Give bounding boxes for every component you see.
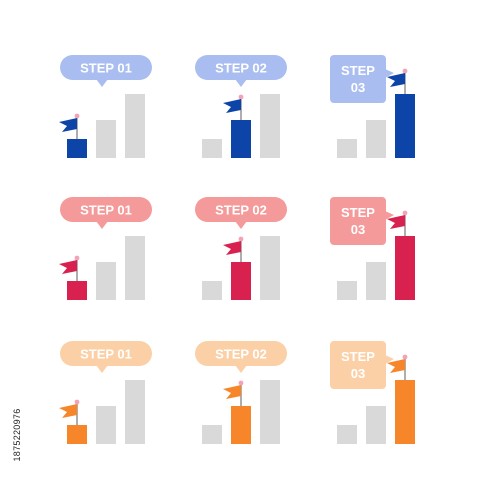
bar (202, 281, 222, 300)
step-label: STEP 01 (80, 347, 132, 362)
active-bar (231, 120, 251, 158)
bar (125, 380, 145, 444)
speech-bubble-tail (385, 69, 394, 78)
speech-bubble (330, 197, 386, 245)
flag-pole-knob (402, 354, 408, 360)
flag-icon (223, 99, 241, 113)
bar (125, 236, 145, 300)
bar (366, 262, 386, 300)
flag-icon (387, 215, 405, 229)
bar (202, 425, 222, 444)
flag-icon (223, 385, 241, 399)
stock-image-id: 1875220976 (12, 408, 22, 462)
active-bar (231, 262, 251, 300)
flag-pole-knob (238, 94, 244, 100)
speech-bubble-tail (96, 221, 108, 229)
step-label: STEP 02 (215, 347, 267, 362)
bar (366, 120, 386, 158)
active-bar (395, 236, 415, 300)
flag-icon (59, 404, 77, 418)
step-icon-red-2: STEP 02 (195, 197, 287, 300)
step-icon-orange-2: STEP 02 (195, 341, 287, 444)
flag-pole-knob (238, 236, 244, 242)
step-icon-orange-1: STEP 01 (59, 341, 152, 444)
bar (96, 406, 116, 444)
speech-bubble-tail (385, 355, 394, 364)
speech-bubble-tail (235, 365, 247, 373)
step-label-line: 03 (351, 366, 365, 381)
active-bar (231, 406, 251, 444)
bar (337, 425, 357, 444)
bar (260, 94, 280, 158)
step-icon-red-1: STEP 01 (59, 197, 152, 300)
bar (202, 139, 222, 158)
speech-bubble (330, 341, 386, 389)
bar (260, 380, 280, 444)
speech-bubble-tail (235, 79, 247, 87)
flag-pole-knob (238, 380, 244, 386)
step-icon-blue-1: STEP 01 (59, 55, 152, 158)
active-bar (67, 425, 87, 444)
active-bar (67, 139, 87, 158)
active-bar (67, 281, 87, 300)
speech-bubble (60, 55, 152, 80)
step-label: STEP 01 (80, 203, 132, 218)
flag-icon (387, 359, 405, 373)
step-label-line: 03 (351, 80, 365, 95)
speech-bubble-tail (385, 211, 394, 220)
speech-bubble-tail (96, 79, 108, 87)
bar (96, 120, 116, 158)
step-icon-blue-3: STEP 03 (330, 55, 415, 158)
step-label-line: STEP (341, 349, 375, 364)
bar (125, 94, 145, 158)
flag-icon (59, 118, 77, 132)
bar (337, 139, 357, 158)
step-label-line: 03 (351, 222, 365, 237)
speech-bubble (60, 341, 152, 366)
step-icon-blue-2: STEP 02 (195, 55, 287, 158)
step-label: STEP 02 (215, 203, 267, 218)
bar (96, 262, 116, 300)
step-label: STEP 02 (215, 61, 267, 76)
flag-icon (387, 73, 405, 87)
flag-icon (223, 241, 241, 255)
step-label-line: STEP (341, 63, 375, 78)
speech-bubble (195, 197, 287, 222)
speech-bubble (330, 55, 386, 103)
step-label: STEP 01 (80, 61, 132, 76)
bar (337, 281, 357, 300)
flag-pole-knob (402, 68, 408, 74)
step-icon-orange-3: STEP 03 (330, 341, 415, 444)
speech-bubble (60, 197, 152, 222)
active-bar (395, 380, 415, 444)
step-icon-red-3: STEP 03 (330, 197, 415, 300)
flag-pole-knob (74, 255, 80, 261)
flag-icon (59, 260, 77, 274)
flag-pole-knob (402, 210, 408, 216)
speech-bubble (195, 55, 287, 80)
flag-pole-knob (74, 399, 80, 405)
flag-pole-knob (74, 113, 80, 119)
bar (366, 406, 386, 444)
active-bar (395, 94, 415, 158)
bar (260, 236, 280, 300)
step-label-line: STEP (341, 205, 375, 220)
speech-bubble-tail (96, 365, 108, 373)
speech-bubble-tail (235, 221, 247, 229)
speech-bubble (195, 341, 287, 366)
